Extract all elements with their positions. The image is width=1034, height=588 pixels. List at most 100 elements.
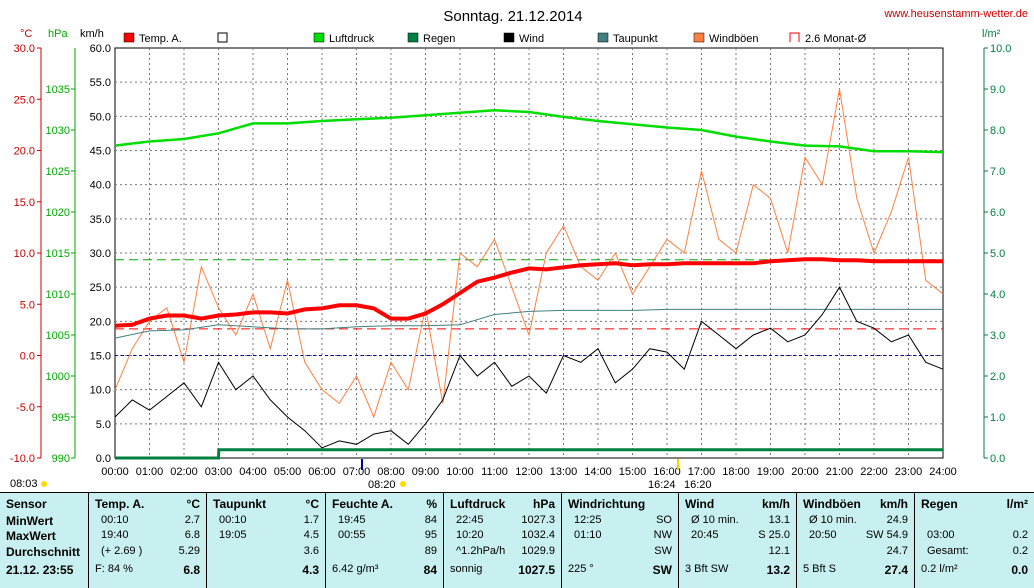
rain-tick-label: 5.0 [990,248,1005,260]
time-tick-label: 21:00 [826,466,854,478]
sunrise-mark-label: 08:20 [368,479,396,491]
stats-row-value: 1027.3 [521,514,555,526]
legend-label: Temp. A. [139,33,182,45]
stats-column-temp: Temp. A. °C 00:10 2.7 19:40 6.8 (+ 2.69 ) 5.29 F… [88,493,206,588]
stats-row-value: 4.5 [303,529,319,541]
stats-row-value: 0.2 [1012,529,1028,541]
stats-row: 19:40 6.8 [95,529,200,543]
stats-row-value: 2.7 [184,514,200,526]
stats-row-time: 19:45 [338,514,366,526]
site-link[interactable]: www.heusenstamm-wetter.de [883,8,1028,20]
stats-column-dew: Taupunkt °C 00:10 1.7 19:05 4.5 3.6 4.3 [206,493,325,588]
stats-row: Gesamt: 0.2 [921,545,1028,559]
stats-row-value: SO [656,514,672,526]
stats-row: 89 [332,545,437,559]
sensor-header: Sensor [6,497,47,511]
rain-tick-label: 0.0 [990,453,1005,465]
time-tick-label: 22:00 [860,466,888,478]
time-tick-label: 11:00 [481,466,508,478]
stats-row-time: 19:05 [219,529,247,541]
stats-row-value: NW [653,529,672,541]
stats-row: 19:05 4.5 [213,529,319,543]
press-tick-label: 1030 [46,125,70,137]
stats-row-value: 6.8 [184,529,200,541]
stats-row: 01:10 NW [568,529,672,543]
press-tick-label: 990 [52,453,70,465]
wind-tick-label: 50.0 [90,111,111,123]
wind-tick-label: 40.0 [90,180,111,192]
stats-column-wdir: Windrichtung 12:25 SO 01:10 NW SW 225 ° SW [561,493,678,588]
stats-row: SW [568,545,672,559]
current-timestamp: 21.12. 23:55 [6,563,74,577]
series-line [115,448,943,460]
stats-row-time: 20:50 [809,529,837,541]
wind-unit-label: km/h [80,28,104,40]
temp-unit-label: °C [20,28,32,40]
axes: 30.0 25.0 20.0 15.0 10.0 5.0 0.0 -5.0 -10.0 1035 1… [10,43,1012,478]
time-tick-label: 16:00 [653,466,681,478]
time-tick-label: 00:00 [101,466,129,478]
stats-column-press: Luftdruck hPa 22:45 1027.3 10:20 1032.4 ^1.2hP… [443,493,561,588]
stats-header-unit: km/h [879,497,908,511]
time-tick-label: 02:00 [170,466,198,478]
stats-header: Temp. A. °C [95,497,200,511]
stats-row-value: 13.1 [768,514,790,526]
rain-tick-label: 10.0 [990,43,1011,55]
stats-row-value: 1.7 [303,514,319,526]
stats-row-value: 95 [424,529,437,541]
legend-label: Regen [423,33,455,45]
wind-tick-label: 45.0 [90,146,111,158]
stats-row-time: 12:25 [574,514,602,526]
stats-current: sonnig 1027.5 [450,563,555,577]
legend: Temp. A. Luftdruck Regen Wind Taupunkt Windbö… [123,32,867,45]
stats-row: 03:00 0.2 [921,529,1028,543]
stats-row-value: 1029.9 [521,545,555,557]
stats-row-value: 84 [424,514,437,526]
max-label: MaxWert [6,529,56,543]
stats-header: Windrichtung [568,497,672,511]
time-tick-label: 01:00 [136,466,164,478]
series-line [114,308,943,339]
legend-label: Windböen [709,33,759,45]
plot-area [114,88,944,460]
series-line [114,109,944,154]
press-tick-label: 995 [52,412,70,424]
stats-row [921,514,1028,528]
stats-row-time: ^1.2hPa/h [456,545,506,557]
stats-header-unit: km/h [761,497,790,511]
sunrise-time: 08:03 [10,478,38,490]
time-tick-label: 06:00 [308,466,336,478]
legend-label: 2.6 Monat-Ø [805,33,867,45]
rain-unit-label: l/m² [982,28,1001,40]
stats-row: 10:20 1032.4 [450,529,555,543]
stats-row-value: 24.9 [886,514,908,526]
time-tick-label: 19:00 [757,466,785,478]
stats-current-note: 5 Bft S [803,563,837,575]
stats-current-note: sonnig [450,563,483,575]
legend-swatch [597,32,609,43]
stats-header-label: Temp. A. [95,497,145,511]
sun-markers: 08:03 08:20 16:24 16:20 [10,459,712,491]
stats-current-note: F: 84 % [95,563,133,575]
stats-row: 3.6 [213,545,319,559]
press-tick-label: 1035 [46,84,70,96]
sun-icon [41,481,47,487]
legend-label: Wind [519,33,544,45]
rain-tick-label: 4.0 [990,289,1005,301]
wind-tick-label: 10.0 [90,385,111,397]
stats-column-hum: Feuchte A.% 19:45 84 00:55 95 89 6.42 g/m³ 84 [325,493,443,588]
time-tick-label: 17:00 [688,466,716,478]
legend-swatch [693,32,705,43]
stats-column-wind: Wind km/h Ø 10 min. 13.1 20:45 S 25.0 12.1 3 Bf… [678,493,796,588]
rain-tick-label: 7.0 [990,166,1005,178]
stats-current: 0.2 l/m² 0.0 [921,563,1028,577]
grid [114,47,944,459]
press-tick-label: 1020 [46,207,70,219]
stats-header: Feuchte A.% [332,497,437,511]
time-tick-label: 18:00 [722,466,750,478]
series-line [114,88,944,419]
time-tick-label: 20:00 [791,466,819,478]
time-tick-label: 05:00 [274,466,302,478]
stats-row: 20:45 S 25.0 [685,529,790,543]
